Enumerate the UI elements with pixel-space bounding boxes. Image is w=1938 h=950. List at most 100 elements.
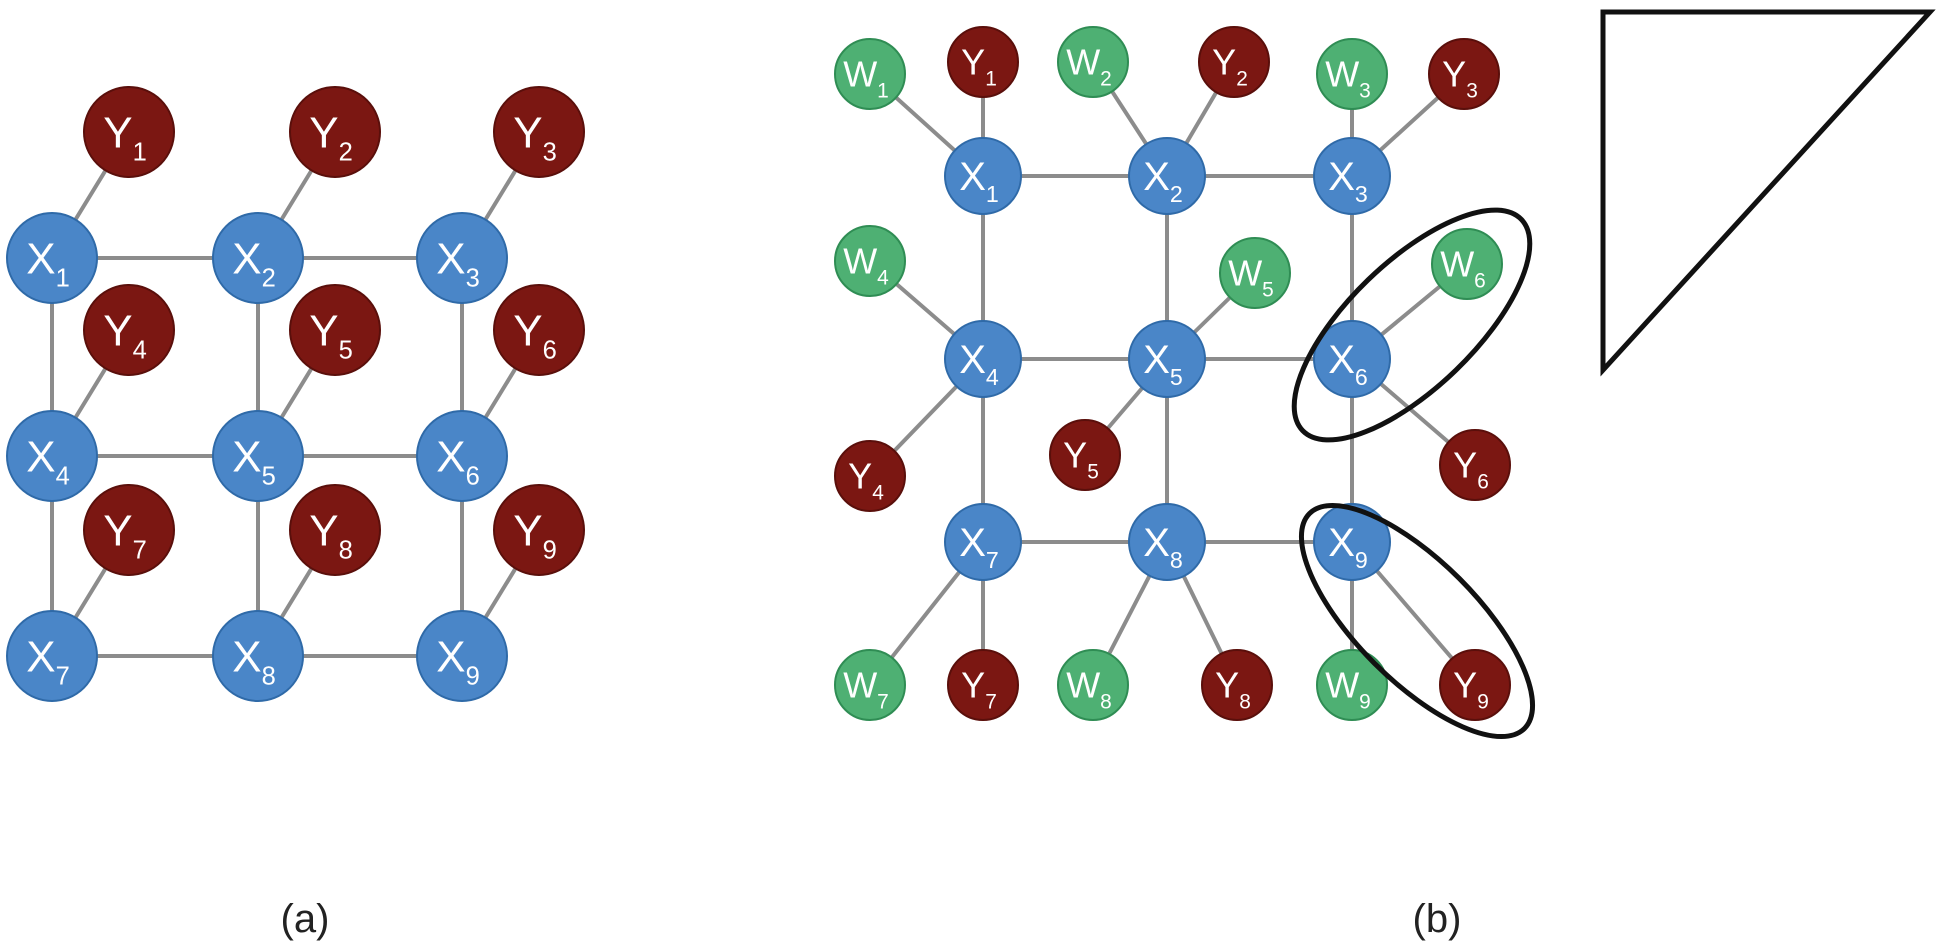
node-b-x3: X3 [1313, 137, 1391, 215]
node-b-x5-circle [1128, 320, 1206, 398]
node-a-y4-circle [83, 284, 175, 376]
node-a-x6-circle [416, 410, 508, 502]
node-b-w1-label: W1 [843, 54, 889, 103]
node-b-x7: X7 [944, 503, 1022, 581]
node-a-y8-label: Y8 [309, 506, 353, 564]
node-b-y6: Y6 [1439, 429, 1511, 501]
node-b-x4-circle [944, 320, 1022, 398]
node-b-y2-label: Y2 [1212, 42, 1248, 91]
node-b-x8-label: X8 [1143, 521, 1183, 573]
node-b-w7-label: W7 [843, 665, 889, 714]
node-a-x6: X6 [416, 410, 508, 502]
node-b-y9: Y9 [1439, 649, 1511, 721]
node-b-w3: W3 [1316, 38, 1388, 110]
node-b-y8-circle [1201, 649, 1273, 721]
node-b-w2-circle [1057, 26, 1129, 98]
node-b-w3-circle [1316, 38, 1388, 110]
node-b-x4: X4 [944, 320, 1022, 398]
node-b-x7-label: X7 [959, 521, 999, 573]
node-a-x3-circle [416, 212, 508, 304]
node-b-y4: Y4 [834, 440, 906, 512]
panel-b-highlight-shapes [1291, 9, 1936, 740]
node-b-w1: W1 [834, 38, 906, 110]
node-a-y5-circle [289, 284, 381, 376]
node-b-w4-circle [834, 225, 906, 297]
node-a-x7-circle [6, 610, 98, 702]
node-b-y8-label: Y8 [1215, 665, 1251, 714]
caption-a: (a) [281, 897, 330, 941]
node-b-y6-circle [1439, 429, 1511, 501]
node-b-x2: X2 [1128, 137, 1206, 215]
node-b-w6: W6 [1431, 228, 1503, 300]
node-b-y5-label: Y5 [1063, 435, 1099, 484]
node-b-w4: W4 [834, 225, 906, 297]
node-b-y8: Y8 [1201, 649, 1273, 721]
node-b-x2-circle [1128, 137, 1206, 215]
node-a-x2-label: X2 [232, 234, 276, 292]
node-b-w5-circle [1219, 237, 1291, 309]
node-a-x9-label: X9 [436, 632, 480, 690]
node-b-x5: X5 [1128, 320, 1206, 398]
node-b-w7: W7 [834, 649, 906, 721]
node-b-w6-circle [1431, 228, 1503, 300]
node-b-y7: Y7 [947, 649, 1019, 721]
node-b-x1-circle [944, 137, 1022, 215]
caption-b: (b) [1413, 897, 1462, 941]
node-a-y8-circle [289, 484, 381, 576]
node-a-x8: X8 [212, 610, 304, 702]
node-a-x3: X3 [416, 212, 508, 304]
node-a-x3-label: X3 [436, 234, 480, 292]
node-a-y3-circle [493, 86, 585, 178]
node-b-y4-label: Y4 [848, 456, 884, 505]
node-b-y2: Y2 [1198, 26, 1270, 98]
node-a-x7-label: X7 [26, 632, 70, 690]
node-b-w9: W9 [1316, 649, 1388, 721]
node-b-x5-label: X5 [1143, 338, 1183, 390]
node-b-w8-circle [1057, 649, 1129, 721]
node-b-x8: X8 [1128, 503, 1206, 581]
node-a-y4-label: Y4 [103, 306, 147, 364]
node-a-y2-circle [289, 86, 381, 178]
node-b-y3: Y3 [1428, 38, 1500, 110]
node-a-y5: Y5 [289, 284, 381, 376]
node-b-x3-label: X3 [1328, 155, 1368, 207]
node-a-x5-label: X5 [232, 432, 276, 490]
node-b-y6-label: Y6 [1453, 445, 1489, 494]
node-b-x2-label: X2 [1143, 155, 1183, 207]
node-a-x5-circle [212, 410, 304, 502]
node-b-y3-label: Y3 [1442, 54, 1478, 103]
node-a-x8-circle [212, 610, 304, 702]
node-a-x9: X9 [416, 610, 508, 702]
node-a-y6-circle [493, 284, 585, 376]
node-b-w8-label: W8 [1066, 665, 1112, 714]
node-b-w7-circle [834, 649, 906, 721]
node-b-y1-circle [947, 26, 1019, 98]
triangle-clique-outline [1600, 9, 1936, 377]
node-b-x8-circle [1128, 503, 1206, 581]
node-b-y4-circle [834, 440, 906, 512]
panel-b-nodes: X1 X2 X3 X4 X5 X6 X7 X8 X9 W1 W2 W3 W4 W5 W6 W7 W8 W9 Y1 Y2… [834, 26, 1511, 721]
node-a-x2: X2 [212, 212, 304, 304]
node-b-x3-circle [1313, 137, 1391, 215]
node-b-y1-label: Y1 [961, 42, 997, 91]
node-b-w2: W2 [1057, 26, 1129, 98]
node-b-w9-circle [1316, 649, 1388, 721]
node-a-x2-circle [212, 212, 304, 304]
node-b-w5-label: W5 [1228, 253, 1274, 302]
node-b-y5: Y5 [1049, 419, 1121, 491]
node-a-y7-circle [83, 484, 175, 576]
node-a-x1-label: X1 [26, 234, 70, 292]
node-a-y4: Y4 [83, 284, 175, 376]
node-b-w1-circle [834, 38, 906, 110]
node-b-x1: X1 [944, 137, 1022, 215]
node-a-x1-circle [6, 212, 98, 304]
node-b-y9-label: Y9 [1453, 665, 1489, 714]
node-a-x7: X7 [6, 610, 98, 702]
node-a-y3-label: Y3 [513, 108, 557, 166]
panel-a-edges [50, 130, 541, 658]
node-b-w5: W5 [1219, 237, 1291, 309]
node-a-x5: X5 [212, 410, 304, 502]
node-b-y7-label: Y7 [961, 665, 997, 714]
